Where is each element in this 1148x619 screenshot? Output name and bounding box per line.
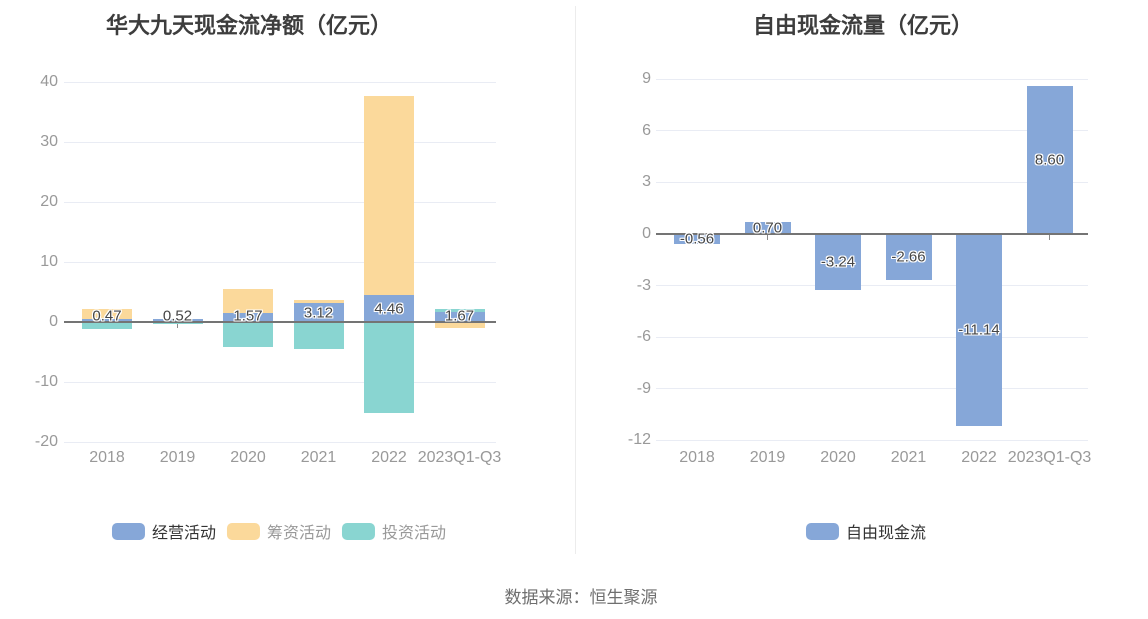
bar-operating-2021: [293, 303, 344, 322]
legend-label: 筹资活动: [266, 525, 332, 542]
bar-free-cash-flow-2018: [674, 234, 720, 244]
bar-financing-2022: [364, 96, 414, 322]
x-axis-label: 2021: [300, 449, 337, 466]
y-axis-label: 6: [642, 121, 651, 139]
bar-operating-2023Q1-Q3: [434, 311, 485, 322]
bar-financing-2023Q1-Q3: [434, 322, 485, 328]
y-axis-label: -20: [34, 433, 58, 450]
y-axis-label: -10: [34, 373, 58, 390]
value-label: -2.66: [891, 248, 926, 266]
legend-label: 投资活动: [382, 525, 447, 542]
legend-swatch-financing: [226, 522, 260, 540]
x-axis-label: 2020: [230, 449, 266, 466]
x-axis-label: 2022: [961, 449, 997, 466]
bar-operating-2020: [223, 312, 273, 322]
gridline: [64, 201, 496, 203]
value-label: -0.56: [679, 230, 715, 248]
gridline: [64, 441, 496, 443]
legend-free-cashflow: 自由现金流: [805, 519, 927, 543]
value-label: 3.12: [303, 304, 334, 322]
y-axis-label: 0: [642, 225, 651, 242]
panel-divider: [575, 6, 576, 554]
legend-item-operating: 经营活动: [111, 519, 216, 543]
gridline: [656, 181, 1088, 183]
y-axis-label: -9: [636, 379, 651, 397]
bar-investing-2021: [293, 322, 344, 349]
bar-investing-2020: [223, 322, 273, 348]
x-axis-line: [64, 321, 496, 323]
x-axis-tick: [766, 235, 769, 240]
value-label: 0.52: [162, 307, 193, 325]
value-label: 0.70: [752, 219, 783, 237]
x-axis-tick: [1048, 235, 1051, 240]
gridline: [64, 81, 496, 83]
gridline: [656, 336, 1088, 338]
gridline: [64, 261, 496, 263]
y-axis-label: 0: [49, 313, 58, 330]
legend-label: 经营活动: [151, 525, 216, 542]
x-axis-label: 2023Q1-Q3: [1007, 449, 1092, 466]
value-label: 4.46: [374, 300, 404, 318]
legend-net-cashflow: 经营活动 筹资活动 投资活动: [111, 519, 446, 543]
bar-free-cash-flow-2023Q1-Q3: [1026, 86, 1073, 234]
value-label: 8.60: [1034, 151, 1065, 169]
y-axis-label: 40: [40, 73, 58, 90]
bar-operating-2018: [82, 319, 132, 322]
gridline: [656, 439, 1088, 441]
y-axis-label: 9: [642, 70, 651, 88]
data-source-note: 数据来源：恒生聚源: [504, 588, 658, 607]
x-axis-label: 2023Q1-Q3: [417, 449, 502, 466]
bar-operating-2019: [152, 318, 203, 322]
legend-item-free-cash-flow: 自由现金流: [805, 519, 927, 543]
x-axis-label: 2020: [820, 449, 856, 466]
bar-investing-2022: [364, 322, 414, 414]
x-axis-line: [656, 233, 1088, 235]
legend-swatch-investing: [342, 522, 376, 540]
x-axis-label: 2021: [890, 449, 927, 466]
legend-swatch-operating: [111, 522, 145, 540]
legend-label: 自由现金流: [845, 525, 927, 542]
gridline: [656, 130, 1088, 132]
x-axis-label: 2018: [89, 449, 125, 466]
value-label: -11.14: [958, 321, 1000, 339]
legend-swatch-free-cash-flow: [805, 522, 839, 540]
x-axis-label: 2022: [371, 449, 407, 466]
gridline: [64, 141, 496, 143]
legend-item-investing: 投资活动: [342, 519, 446, 543]
bar-free-cash-flow-2020: [815, 234, 861, 290]
bar-investing-2018: [82, 322, 132, 329]
y-axis-label: -12: [627, 431, 651, 449]
value-label: 0.47: [92, 307, 122, 325]
x-axis-tick: [176, 323, 179, 328]
gridline: [656, 78, 1088, 80]
y-axis-label: 10: [40, 253, 58, 270]
chart-title-net-cashflow: 华大九天现金流净额（亿元）: [105, 13, 393, 38]
x-axis-label: 2018: [679, 449, 715, 466]
chart-title-free-cashflow: 自由现金流量（亿元）: [752, 13, 974, 38]
gridline: [656, 285, 1088, 287]
bar-free-cash-flow-2021: [885, 234, 932, 280]
x-axis-label: 2019: [159, 449, 196, 466]
x-axis-label: 2019: [749, 449, 786, 466]
bar-free-cash-flow-2019: [744, 221, 791, 234]
bar-operating-2022: [364, 295, 414, 322]
legend-item-financing: 筹资活动: [226, 519, 332, 543]
value-label: 1.67: [444, 307, 475, 325]
y-axis-label: 3: [642, 173, 651, 191]
y-axis-label: -3: [636, 276, 651, 294]
gridline: [64, 381, 496, 383]
bar-financing-2018: [82, 308, 132, 322]
bar-free-cash-flow-2022: [956, 234, 1002, 426]
value-label: 1.57: [233, 307, 263, 325]
y-axis-label: -6: [636, 328, 651, 346]
y-axis-label: 30: [40, 133, 58, 150]
gridline: [656, 388, 1088, 390]
value-label: -3.24: [820, 253, 856, 271]
y-axis-label: 20: [40, 193, 58, 210]
